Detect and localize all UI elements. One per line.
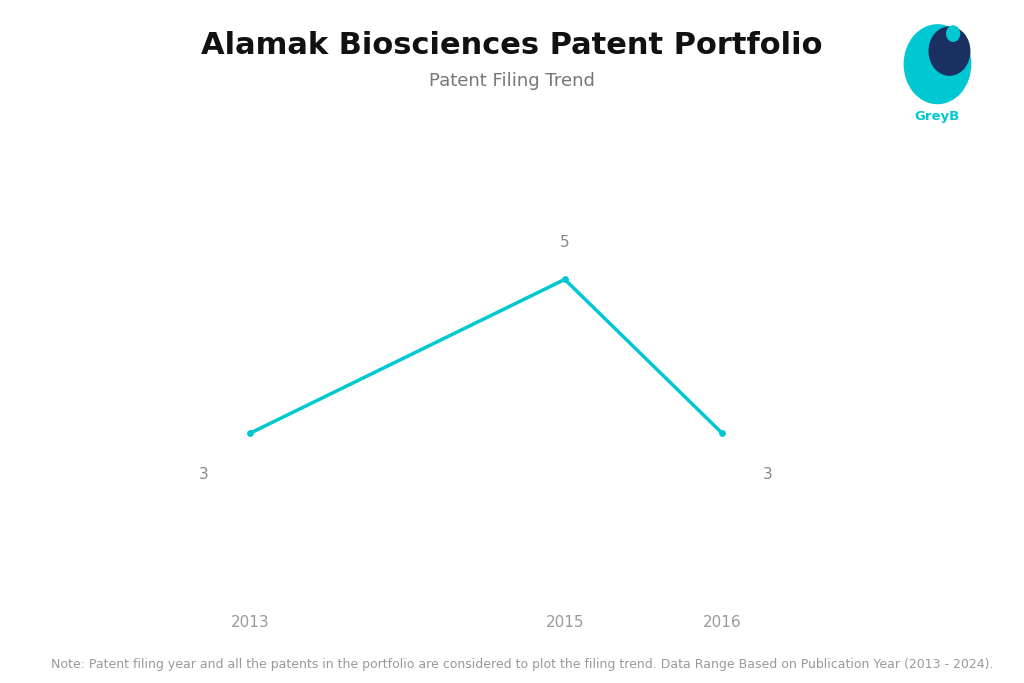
Circle shape	[946, 26, 959, 41]
Text: 3: 3	[763, 467, 773, 482]
Text: 5: 5	[560, 235, 569, 250]
Text: Alamak Biosciences Patent Portfolio: Alamak Biosciences Patent Portfolio	[202, 31, 822, 59]
Point	[242, 428, 258, 439]
Circle shape	[929, 27, 970, 75]
Text: Patent Filing Trend: Patent Filing Trend	[429, 72, 595, 89]
Circle shape	[904, 25, 971, 104]
Text: Note: Patent filing year and all the patents in the portfolio are considered to : Note: Patent filing year and all the pat…	[51, 658, 993, 671]
Text: GreyB: GreyB	[914, 110, 961, 123]
Text: 3: 3	[199, 467, 209, 482]
Point	[557, 274, 573, 285]
Point	[714, 428, 730, 439]
